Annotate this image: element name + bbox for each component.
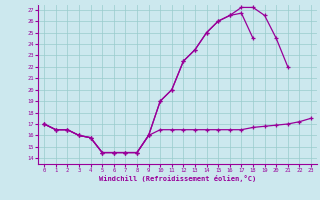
X-axis label: Windchill (Refroidissement éolien,°C): Windchill (Refroidissement éolien,°C) [99,175,256,182]
